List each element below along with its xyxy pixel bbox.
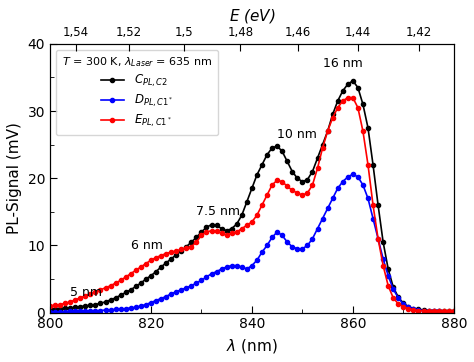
$C_{PL,C2}$ — [300, 180, 305, 184]
$E_{PL,C1^*}$ — [426, 309, 431, 313]
$C_{PL,C2}$ — [380, 240, 386, 244]
$E_{PL,C1^*}$ — [47, 304, 53, 308]
$E_{PL,C1^*}$ — [401, 304, 406, 309]
$E_{PL,C1^*}$ — [451, 309, 456, 313]
$D_{PL,C1^*}$ — [401, 302, 406, 306]
$C_{PL,C2}$ — [345, 82, 351, 87]
$E_{PL,C1^*}$ — [380, 264, 386, 268]
$C_{PL,C2}$ — [47, 307, 53, 311]
$D_{PL,C1^*}$ — [350, 172, 356, 176]
$E_{PL,C1^*}$ — [300, 193, 305, 197]
Text: 10 nm: 10 nm — [277, 128, 317, 141]
$E_{PL,C1^*}$ — [416, 308, 421, 313]
$E_{PL,C1^*}$ — [345, 96, 351, 100]
$C_{PL,C2}$ — [350, 79, 356, 83]
X-axis label: $\lambda$ (nm): $\lambda$ (nm) — [226, 337, 278, 355]
$D_{PL,C1^*}$ — [451, 310, 456, 314]
$C_{PL,C2}$ — [401, 301, 406, 306]
$E_{PL,C1^*}$ — [350, 96, 356, 100]
Text: 6 nm: 6 nm — [131, 239, 163, 252]
Legend: $C_{PL,C2}$, $D_{PL,C1^*}$, $E_{PL,C1^*}$: $C_{PL,C2}$, $D_{PL,C1^*}$, $E_{PL,C1^*}… — [56, 50, 218, 135]
$D_{PL,C1^*}$ — [47, 310, 53, 314]
$D_{PL,C1^*}$ — [345, 175, 351, 179]
Line: $D_{PL,C1^*}$: $D_{PL,C1^*}$ — [48, 172, 456, 314]
Text: 16 nm: 16 nm — [323, 58, 362, 70]
$E_{PL,C1^*}$ — [269, 183, 275, 187]
Text: 5 nm: 5 nm — [70, 286, 102, 299]
$D_{PL,C1^*}$ — [380, 257, 386, 261]
$C_{PL,C2}$ — [416, 307, 421, 311]
$C_{PL,C2}$ — [269, 146, 275, 150]
Y-axis label: PL-Signal (mV): PL-Signal (mV) — [7, 122, 22, 234]
$D_{PL,C1^*}$ — [300, 247, 305, 251]
$C_{PL,C2}$ — [441, 309, 447, 313]
Line: $E_{PL,C1^*}$: $E_{PL,C1^*}$ — [48, 96, 456, 313]
X-axis label: $E$ (eV): $E$ (eV) — [228, 7, 275, 25]
$C_{PL,C2}$ — [451, 309, 456, 313]
$D_{PL,C1^*}$ — [416, 308, 421, 312]
Text: 7.5 nm: 7.5 nm — [196, 205, 240, 218]
Line: $C_{PL,C2}$: $C_{PL,C2}$ — [48, 79, 456, 313]
$D_{PL,C1^*}$ — [269, 235, 275, 240]
